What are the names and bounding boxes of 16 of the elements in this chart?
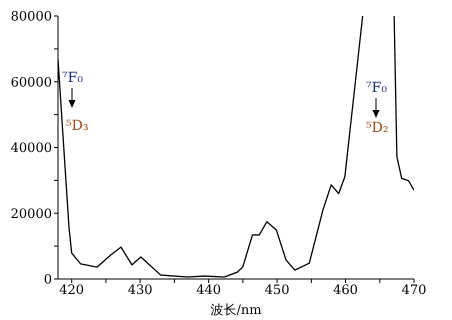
y-tick-label: 80000 (10, 10, 52, 25)
annotation: ⁷F₀ (366, 80, 387, 96)
y-tick-label: 20000 (10, 206, 52, 222)
x-tick-label: 470 (402, 283, 426, 298)
y-tick-label: 0 (44, 272, 52, 288)
x-tick-label: 460 (333, 283, 358, 298)
y-tick-label: 40000 (10, 141, 52, 156)
annotation: ⁵D₂ (366, 120, 388, 136)
x-axis-title: 波长/nm (210, 303, 262, 318)
annotation: ⁵D₃ (66, 118, 88, 134)
annotation: ⁷F₀ (62, 70, 83, 86)
x-tick-label: 430 (128, 283, 153, 298)
y-tick-label: 60000 (10, 75, 52, 90)
x-tick-label: 420 (59, 283, 84, 298)
x-tick-label: 440 (196, 283, 222, 298)
x-tick-label: 450 (264, 283, 290, 298)
